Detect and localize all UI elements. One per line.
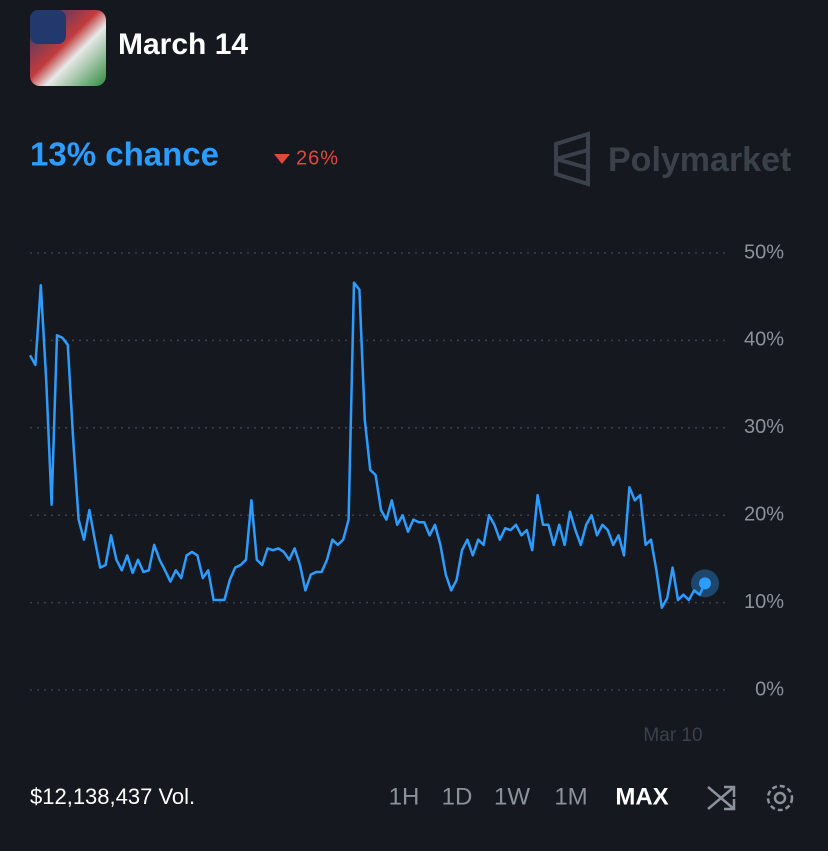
settings-icon[interactable] [766, 784, 794, 812]
y-tick-label: 10% [744, 591, 784, 613]
price-line [28, 281, 707, 610]
y-tick-label: 50% [744, 241, 784, 263]
y-tick-label: 20% [744, 503, 784, 525]
x-annotation: Mar 10 [643, 725, 702, 746]
range-buttons: 1H 1D 1W 1M MAX [389, 783, 669, 810]
range-button[interactable]: 1M [554, 783, 587, 810]
market-title: March 14 [118, 28, 248, 61]
change: 26% [296, 147, 339, 169]
brand: Polymarket [608, 141, 791, 179]
y-tick-label: 40% [744, 329, 784, 351]
change-arrow [274, 154, 290, 164]
brand-logo [554, 131, 590, 187]
shuffle-icon[interactable] [707, 785, 736, 811]
range-button[interactable]: MAX [615, 783, 668, 810]
last-point [699, 577, 711, 590]
chance: 13% chance [30, 136, 219, 173]
volume: $12,138,437 Vol. [30, 784, 195, 809]
plot: 0% 10% 20% 30% 40% 50% [28, 241, 784, 700]
y-tick-label: 0% [755, 678, 784, 700]
y-tick-label: 30% [744, 416, 784, 438]
market-icon-canton [30, 10, 66, 44]
range-button[interactable]: 1W [494, 783, 530, 810]
range-button[interactable]: 1H [389, 783, 420, 810]
range-button[interactable]: 1D [442, 783, 473, 810]
